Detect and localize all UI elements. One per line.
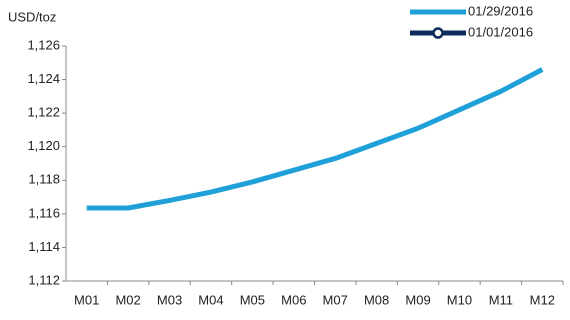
legend-label: 01/29/2016 [468,3,533,18]
y-tick-label: 1,118 [28,172,60,187]
y-tick-label: 1,114 [28,239,60,254]
x-tick-label: M01 [74,292,99,307]
x-tick-label: M11 [489,292,513,307]
x-tick-label: M06 [281,292,306,307]
y-tick-label: 1,126 [27,37,60,52]
x-tick-label: M05 [240,292,265,307]
x-tick-label: M08 [364,292,389,307]
y-tick-label: 1,116 [28,205,60,220]
x-tick-label: M10 [447,292,472,307]
x-tick-label: M02 [115,292,140,307]
y-tick-label: 1,120 [27,138,60,153]
x-tick-label: M07 [323,292,348,307]
legend-label: 01/01/2016 [468,24,533,39]
y-tick-label: 1,112 [28,272,60,287]
x-tick-label: M03 [157,292,182,307]
x-tick-label: M09 [405,292,430,307]
y-tick-label: 1,122 [27,105,60,120]
x-tick-label: M04 [198,292,223,307]
series-line [86,67,544,211]
legend-marker [432,27,444,39]
y-axis-label: USD/toz [8,9,56,24]
x-tick-label: M12 [530,292,555,307]
y-tick-label: 1,124 [27,71,60,86]
